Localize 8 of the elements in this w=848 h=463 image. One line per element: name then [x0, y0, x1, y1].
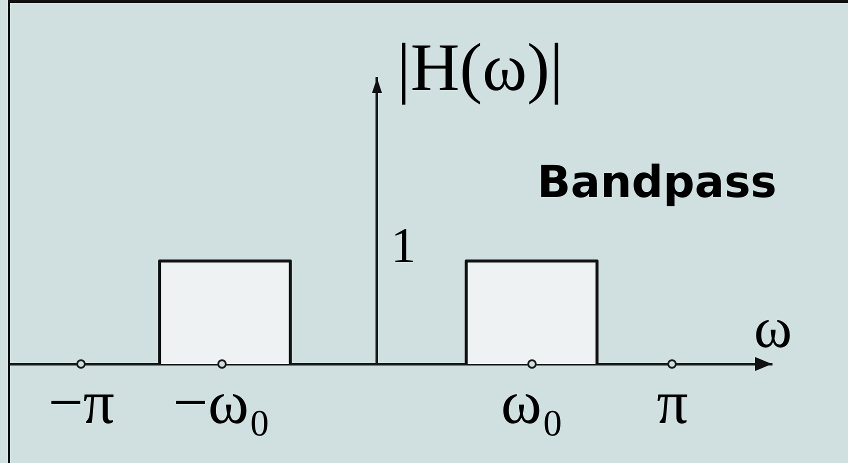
- annotation: 1: [390, 217, 416, 274]
- x-tick-label: π: [656, 369, 688, 437]
- x-tick-label: −ω₀: [172, 369, 270, 437]
- x-tick-label: −π: [48, 369, 114, 437]
- x-axis-title: ω: [754, 295, 792, 360]
- y-axis-title: |H(ω)|: [396, 29, 564, 105]
- chart-title: Bandpass: [537, 156, 777, 208]
- x-tick-label: ω₀: [500, 369, 564, 437]
